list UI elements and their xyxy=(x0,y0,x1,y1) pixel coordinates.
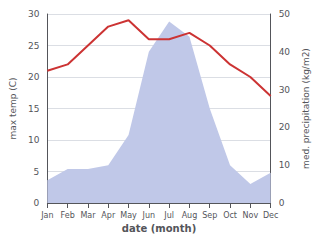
svg-text:50: 50 xyxy=(279,9,291,19)
svg-text:25: 25 xyxy=(28,41,39,51)
svg-text:Dec: Dec xyxy=(263,211,278,220)
svg-text:40: 40 xyxy=(279,47,291,57)
svg-text:0: 0 xyxy=(279,198,285,208)
svg-text:15: 15 xyxy=(28,104,39,114)
svg-text:Nov: Nov xyxy=(243,211,259,220)
svg-text:30: 30 xyxy=(28,9,40,19)
svg-text:May: May xyxy=(120,211,137,220)
svg-text:10: 10 xyxy=(28,135,40,145)
svg-text:10: 10 xyxy=(279,160,291,170)
svg-text:Jan: Jan xyxy=(40,211,53,220)
svg-text:med. precipitation (kg/m2): med. precipitation (kg/m2) xyxy=(301,48,311,169)
svg-text:max temp (C): max temp (C) xyxy=(8,77,18,139)
svg-text:date (month): date (month) xyxy=(122,223,196,234)
svg-text:Oct: Oct xyxy=(223,211,237,220)
svg-text:30: 30 xyxy=(279,85,291,95)
svg-text:5: 5 xyxy=(34,167,40,177)
svg-text:Mar: Mar xyxy=(80,211,96,220)
svg-text:Aug: Aug xyxy=(182,211,198,220)
svg-text:Jul: Jul xyxy=(163,211,174,220)
svg-text:Jun: Jun xyxy=(142,211,156,220)
svg-text:Feb: Feb xyxy=(61,211,75,220)
svg-text:20: 20 xyxy=(28,72,40,82)
svg-text:Sep: Sep xyxy=(202,211,217,220)
svg-text:0: 0 xyxy=(34,198,40,208)
svg-text:Apr: Apr xyxy=(101,211,116,220)
svg-text:20: 20 xyxy=(279,122,291,132)
